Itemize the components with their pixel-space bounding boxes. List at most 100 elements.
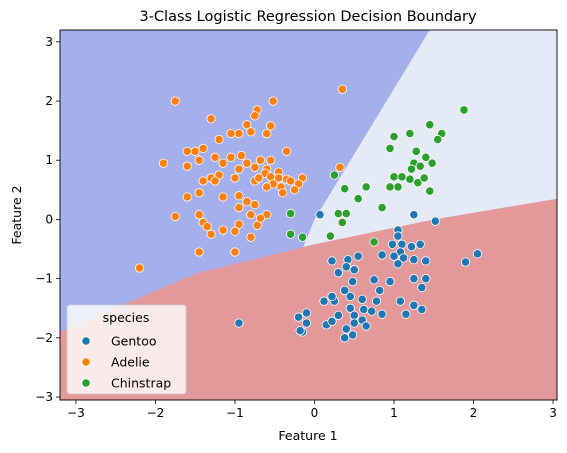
point-gentoo [422, 257, 430, 265]
point-adelie [195, 189, 203, 197]
legend-label-adelie: Adelie [111, 355, 150, 370]
point-gentoo [354, 252, 362, 260]
x-tick-label: −1 [226, 406, 244, 420]
point-adelie [253, 221, 261, 229]
point-adelie [227, 129, 235, 137]
point-adelie [207, 115, 215, 123]
point-adelie [195, 248, 203, 256]
point-gentoo [422, 274, 430, 282]
point-adelie [267, 156, 275, 164]
legend-title: species [103, 310, 150, 325]
point-adelie [235, 203, 243, 211]
point-adelie [255, 174, 263, 182]
point-adelie [195, 156, 203, 164]
point-adelie [159, 159, 167, 167]
y-tick-label: 1 [45, 153, 53, 167]
point-adelie [247, 128, 255, 136]
point-adelie [231, 248, 239, 256]
point-adelie [199, 144, 207, 152]
point-gentoo [302, 319, 310, 327]
point-gentoo [402, 310, 410, 318]
point-gentoo [294, 313, 302, 321]
point-chinstrap [342, 209, 350, 217]
point-gentoo [416, 240, 424, 248]
y-tick-label: −2 [35, 331, 53, 345]
point-adelie [282, 147, 290, 155]
point-chinstrap [412, 147, 420, 155]
point-gentoo [378, 310, 386, 318]
point-chinstrap [334, 209, 342, 217]
point-chinstrap [420, 174, 428, 182]
point-gentoo [302, 309, 310, 317]
point-adelie [235, 192, 243, 200]
y-tick-label: 0 [45, 212, 53, 226]
x-tick-label: 2 [470, 406, 478, 420]
y-tick-label: 3 [45, 35, 53, 49]
point-adelie [247, 211, 255, 219]
point-gentoo [360, 305, 368, 313]
point-chinstrap [338, 218, 346, 226]
point-gentoo [316, 211, 324, 219]
point-gentoo [410, 255, 418, 263]
point-gentoo [348, 331, 356, 339]
point-chinstrap [354, 195, 362, 203]
y-tick-label: −3 [35, 390, 53, 404]
y-tick-label: −1 [35, 272, 53, 286]
point-gentoo [410, 274, 418, 282]
point-gentoo [372, 297, 380, 305]
point-chinstrap [386, 144, 394, 152]
point-chinstrap [406, 129, 414, 137]
point-adelie [290, 186, 298, 194]
point-gentoo [296, 327, 304, 335]
x-tick-label: 0 [311, 406, 319, 420]
point-adelie [215, 135, 223, 143]
x-tick-label: 3 [549, 406, 557, 420]
legend-label-chinstrap: Chinstrap [111, 376, 171, 391]
x-tick-label: −2 [147, 406, 165, 420]
point-adelie [251, 163, 259, 171]
point-gentoo [362, 322, 370, 330]
point-adelie [195, 211, 203, 219]
point-adelie [235, 165, 243, 173]
point-gentoo [350, 319, 358, 327]
point-adelie [338, 85, 346, 93]
point-chinstrap [326, 232, 334, 240]
legend: species Gentoo Adelie Chinstrap [67, 305, 186, 394]
point-gentoo [410, 211, 418, 219]
point-adelie [207, 230, 215, 238]
point-adelie [219, 159, 227, 167]
point-adelie [267, 122, 275, 130]
point-adelie [211, 177, 219, 185]
point-gentoo [386, 277, 394, 285]
legend-label-gentoo: Gentoo [111, 334, 157, 349]
point-adelie [211, 153, 219, 161]
point-gentoo [410, 301, 418, 309]
y-axis-ticks: −3−2−10123 [35, 35, 60, 404]
point-gentoo [407, 242, 415, 250]
point-gentoo [334, 311, 342, 319]
point-chinstrap [286, 230, 294, 238]
point-gentoo [398, 240, 406, 248]
point-gentoo [394, 260, 402, 268]
point-chinstrap [394, 183, 402, 191]
point-adelie [171, 97, 179, 105]
point-chinstrap [434, 135, 442, 143]
legend-marker-chinstrap [82, 379, 90, 387]
point-adelie [235, 220, 243, 228]
y-axis-label: Feature 2 [9, 185, 24, 244]
point-adelie [231, 174, 239, 182]
point-gentoo [334, 269, 342, 277]
point-adelie [256, 156, 264, 164]
point-adelie [247, 233, 255, 241]
point-adelie [219, 193, 227, 201]
point-gentoo [328, 257, 336, 265]
point-gentoo [375, 286, 383, 294]
point-gentoo [418, 283, 426, 291]
point-adelie [199, 177, 207, 185]
x-axis-label: Feature 1 [278, 428, 337, 443]
point-gentoo [431, 217, 439, 225]
legend-marker-gentoo [82, 337, 90, 345]
point-chinstrap [298, 233, 306, 241]
point-gentoo [368, 307, 376, 315]
